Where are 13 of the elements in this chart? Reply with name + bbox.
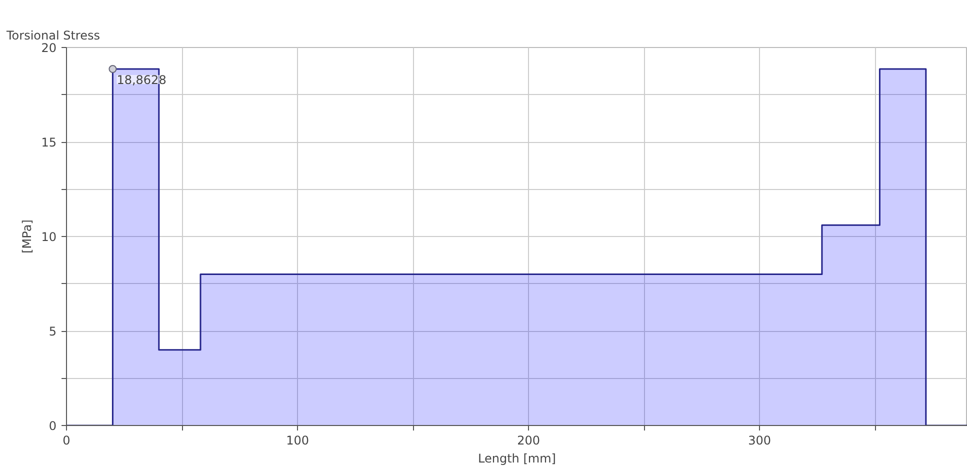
- chart-title: Torsional Stress: [6, 28, 100, 42]
- y-tick-label: 20: [41, 41, 57, 55]
- y-tick-label: 0: [48, 419, 57, 433]
- x-tick-label: 0: [62, 434, 70, 448]
- y-tick-label: 10: [41, 230, 57, 244]
- x-tick-label: 100: [286, 434, 309, 448]
- x-tick-label: 300: [748, 434, 772, 448]
- y-tick-label: 5: [48, 324, 57, 338]
- y-tick-label: 15: [41, 136, 57, 150]
- x-axis-title: Length [mm]: [478, 452, 556, 466]
- x-tick-label: 200: [517, 434, 540, 448]
- annotation: 18,8628: [116, 72, 166, 87]
- y-axis-title: [MPa]: [20, 220, 34, 254]
